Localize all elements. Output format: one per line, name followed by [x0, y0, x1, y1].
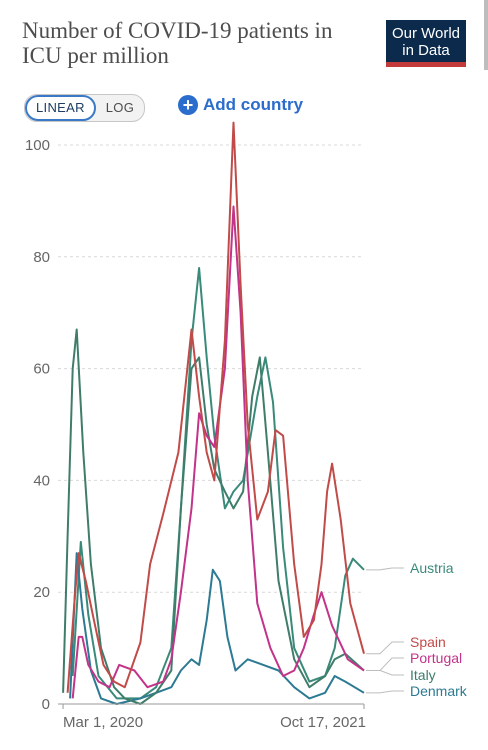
add-country-button[interactable]: + Add country: [178, 94, 303, 116]
grid: [58, 144, 364, 593]
y-tick-label: 80: [33, 249, 50, 266]
plus-icon: +: [178, 95, 198, 115]
chart-title: Number of COVID-19 patients in ICU per m…: [22, 18, 333, 68]
series-lines: [62, 121, 365, 705]
owid-logo[interactable]: Our World in Data: [386, 20, 466, 67]
logo-line-2: in Data: [402, 42, 450, 59]
scrollbar[interactable]: [484, 0, 488, 70]
series-label-spain[interactable]: Spain: [410, 634, 446, 650]
series-label-portugal[interactable]: Portugal: [410, 650, 462, 666]
y-tick-label: 20: [33, 584, 50, 601]
x-tick-label: Oct 17, 2021: [280, 714, 366, 731]
log-scale-button[interactable]: LOG: [105, 100, 135, 115]
logo-accent-bar: [386, 62, 466, 67]
label-connector: [366, 567, 404, 571]
series-line-italy[interactable]: [62, 328, 365, 705]
logo-line-1: Our World: [391, 25, 461, 42]
y-tick-label: 0: [42, 696, 50, 713]
series-line-austria[interactable]: [71, 267, 365, 700]
series-label-denmark[interactable]: Denmark: [410, 683, 468, 699]
scale-toggle: LINEAR LOG: [24, 94, 146, 122]
series-line-denmark[interactable]: [69, 552, 365, 705]
label-connector: [366, 669, 404, 676]
y-tick-label: 60: [33, 361, 50, 378]
series-line-portugal[interactable]: [71, 205, 365, 699]
add-country-label: Add country: [203, 95, 304, 114]
label-connector: [366, 657, 404, 671]
series-label-italy[interactable]: Italy: [410, 667, 436, 683]
y-tick-label: 40: [33, 472, 50, 489]
series-label-austria[interactable]: Austria: [410, 560, 454, 576]
label-connector: [366, 690, 404, 694]
label-connector: [366, 641, 404, 655]
axes: 0 20 40 60 80 100 Mar 1, 2020 Oct 17, 2021: [25, 137, 366, 731]
x-tick-label: Mar 1, 2020: [63, 714, 143, 731]
y-tick-label: 100: [25, 137, 50, 154]
series-line-spain[interactable]: [66, 121, 365, 693]
linear-scale-button[interactable]: LINEAR: [25, 95, 96, 121]
